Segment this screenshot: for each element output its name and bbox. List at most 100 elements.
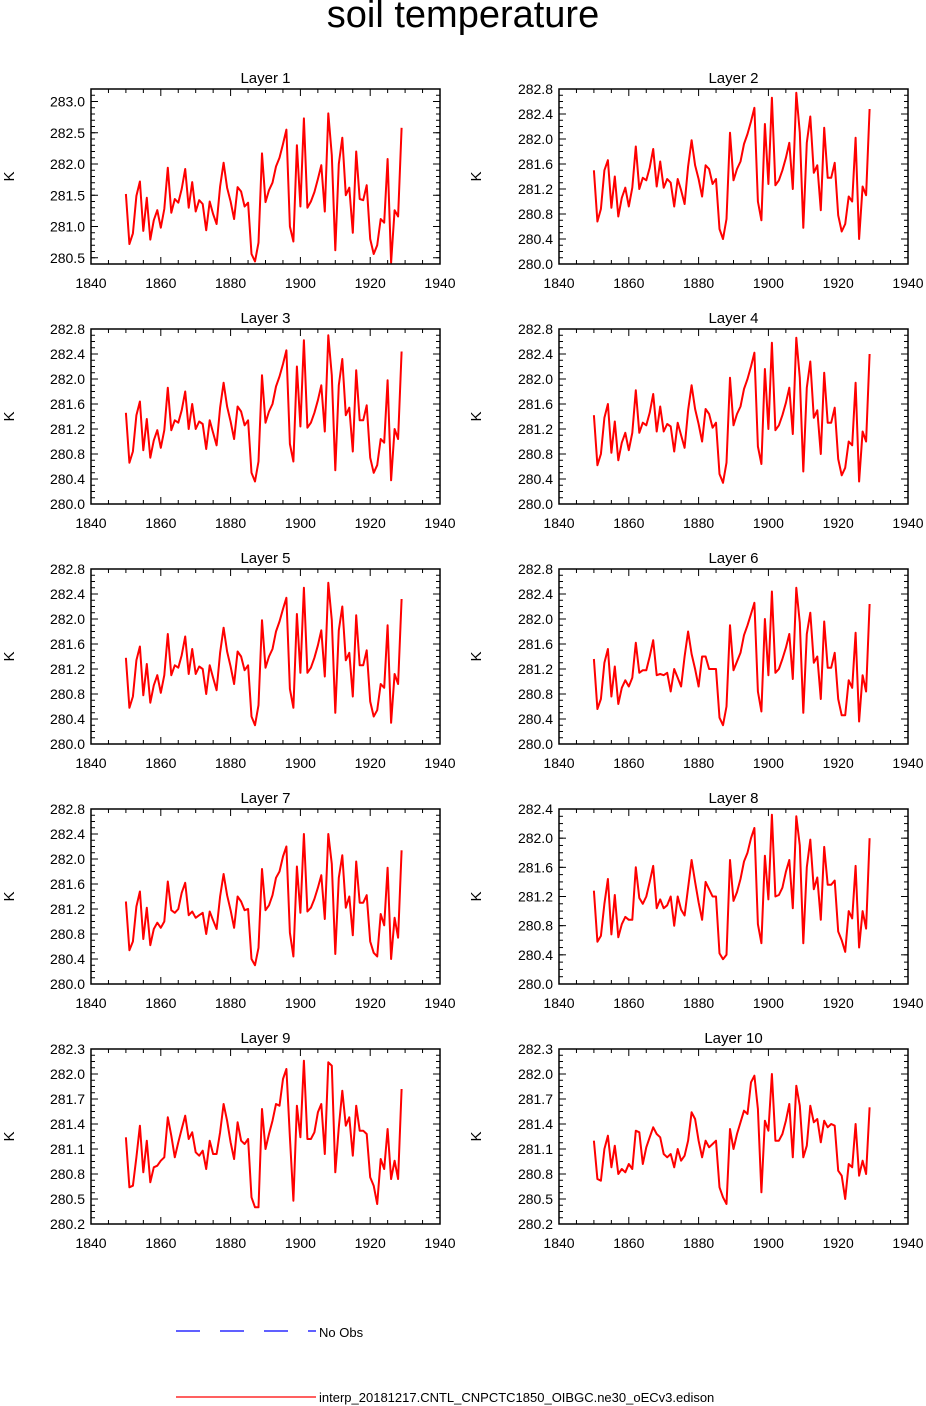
x-tick-label: 1840 (543, 755, 574, 771)
y-tick-label: 280.4 (518, 711, 553, 727)
x-tick-label: 1880 (683, 275, 714, 291)
series-line (124, 112, 403, 264)
y-tick-label: 281.2 (50, 421, 85, 437)
x-tick-label: 1880 (215, 515, 246, 531)
series-line (592, 586, 871, 727)
y-tick-label: 282.4 (518, 586, 553, 602)
y-axis-label: K (1, 651, 18, 661)
x-tick-label: 1860 (613, 755, 644, 771)
y-tick-label: 280.4 (518, 471, 553, 487)
x-tick-label: 1920 (355, 275, 386, 291)
x-tick-label: 1920 (823, 1235, 854, 1251)
x-tick-label: 1940 (892, 1235, 923, 1251)
y-tick-label: 282.8 (518, 81, 553, 97)
y-tick-label: 280.5 (50, 1191, 85, 1207)
y-tick-label: 280.0 (518, 976, 553, 992)
y-tick-label: 281.2 (518, 661, 553, 677)
panel-2: Layer 2 K 1840 1860 1880 1900 1920 1940 280.0 280… (468, 70, 924, 291)
x-tick-label: 1940 (892, 515, 923, 531)
x-tick-label: 1860 (145, 755, 176, 771)
x-tick-label: 1860 (613, 1235, 644, 1251)
x-tick-label: 1900 (753, 275, 784, 291)
y-tick-label: 280.0 (518, 496, 553, 512)
y-axis-label: K (1, 171, 18, 181)
y-tick-label: 280.8 (518, 686, 553, 702)
x-tick-label: 1940 (424, 1235, 455, 1251)
x-tick-label: 1860 (145, 995, 176, 1011)
y-axis-label: K (468, 651, 485, 661)
y-tick-label: 282.0 (518, 371, 553, 387)
y-tick-label: 280.8 (518, 1166, 553, 1182)
x-tick-label: 1920 (823, 515, 854, 531)
y-tick-label: 280.4 (518, 947, 553, 963)
y-tick-label: 282.0 (518, 131, 553, 147)
x-tick-label: 1920 (823, 275, 854, 291)
x-tick-label: 1840 (75, 275, 106, 291)
plot-frame (90, 1048, 441, 1225)
y-tick-label: 280.8 (50, 686, 85, 702)
x-tick-label: 1880 (683, 755, 714, 771)
y-tick-label: 280.8 (50, 1166, 85, 1182)
x-tick-label: 1900 (753, 515, 784, 531)
y-tick-label: 282.0 (518, 1066, 553, 1082)
series-line (592, 1073, 871, 1205)
y-tick-label: 280.5 (50, 250, 85, 266)
plot-frame (558, 1048, 909, 1225)
x-tick-label: 1860 (145, 275, 176, 291)
x-tick-label: 1920 (355, 755, 386, 771)
y-tick-label: 281.5 (50, 187, 85, 203)
panel-1: Layer 1 K 1840 1860 1880 1900 1920 1940 280.5 281… (1, 70, 456, 291)
y-tick-label: 282.0 (518, 830, 553, 846)
x-tick-label: 1880 (683, 515, 714, 531)
y-tick-label: 282.0 (50, 1066, 85, 1082)
panel-10: Layer 10 K 1840 1860 1880 1900 1920 1940 280.2 28… (468, 1030, 924, 1251)
y-tick-label: 281.2 (518, 181, 553, 197)
panel-title: Layer 9 (240, 1030, 290, 1047)
y-axis-label: K (1, 411, 18, 421)
y-tick-label: 280.2 (50, 1216, 85, 1232)
series-line (592, 813, 871, 961)
x-tick-label: 1920 (355, 1235, 386, 1251)
panel-9: Layer 9 K 1840 1860 1880 1900 1920 1940 280.2 280… (1, 1030, 456, 1251)
panel-title: Layer 5 (240, 550, 290, 567)
y-tick-label: 280.0 (518, 256, 553, 272)
y-tick-label: 281.6 (518, 636, 553, 652)
panel-title: Layer 1 (240, 70, 290, 87)
x-tick-label: 1880 (215, 1235, 246, 1251)
plot-frame (558, 328, 909, 505)
y-tick-label: 280.8 (50, 926, 85, 942)
y-tick-label: 281.6 (518, 396, 553, 412)
x-tick-label: 1880 (683, 995, 714, 1011)
y-tick-label: 282.5 (50, 125, 85, 141)
legend-label-model: interp_20181217.CNTL_CNPCTC1850_OIBGC.ne… (319, 1390, 714, 1405)
y-tick-label: 280.2 (518, 1216, 553, 1232)
x-tick-label: 1860 (613, 515, 644, 531)
y-tick-label: 282.8 (518, 321, 553, 337)
y-tick-label: 282.4 (518, 106, 553, 122)
y-axis-label: K (468, 1131, 485, 1141)
x-tick-label: 1940 (892, 755, 923, 771)
x-tick-label: 1840 (543, 1235, 574, 1251)
series-line (124, 1059, 403, 1209)
y-axis-label: K (1, 1131, 18, 1141)
y-tick-label: 281.4 (518, 1116, 553, 1132)
y-tick-label: 282.8 (518, 561, 553, 577)
y-tick-label: 280.8 (518, 206, 553, 222)
x-tick-label: 1900 (285, 755, 316, 771)
y-tick-label: 282.0 (518, 611, 553, 627)
y-tick-label: 280.8 (518, 446, 553, 462)
x-tick-label: 1900 (753, 755, 784, 771)
series-line (592, 336, 871, 484)
y-tick-label: 282.0 (50, 611, 85, 627)
x-tick-label: 1860 (613, 275, 644, 291)
plot-frame (558, 568, 909, 745)
y-tick-label: 282.0 (50, 371, 85, 387)
y-tick-label: 282.4 (50, 826, 85, 842)
x-tick-label: 1940 (424, 995, 455, 1011)
y-tick-label: 281.6 (518, 859, 553, 875)
panel-title: Layer 3 (240, 310, 290, 327)
y-tick-label: 282.0 (50, 156, 85, 172)
x-tick-label: 1900 (285, 275, 316, 291)
y-tick-label: 282.0 (50, 851, 85, 867)
x-tick-label: 1860 (613, 995, 644, 1011)
